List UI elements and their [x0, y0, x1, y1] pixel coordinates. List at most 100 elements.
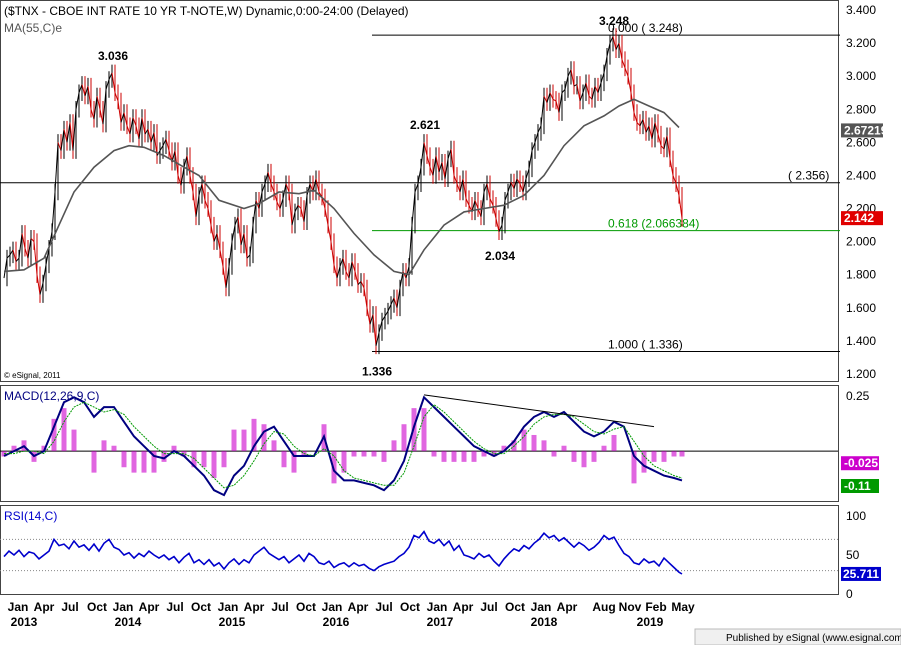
price-bar-connector [219, 249, 224, 267]
price-bar-connector [6, 254, 11, 259]
price-bar-connector [639, 118, 644, 127]
macd-last-value-label-hist: -0.025 [844, 456, 878, 470]
price-bar-connector [660, 145, 665, 150]
x-year-label: 2017 [427, 615, 454, 629]
price-bar-connector [9, 249, 14, 256]
price-bar-connector [258, 191, 263, 209]
rsi-y-tick-label: 0 [846, 587, 853, 601]
price-bar-connector [507, 181, 512, 193]
x-month-label: Jul [166, 600, 183, 614]
price-bar-connector [87, 86, 92, 110]
price-bar-connector [576, 84, 581, 102]
price-last-value-label-close: 2.142 [844, 211, 874, 225]
price-bar-connector [213, 233, 218, 242]
price-bar-connector [435, 155, 440, 173]
price-bar-connector [672, 175, 677, 184]
macd-last-value-box-macd [841, 479, 879, 493]
price-bar-connector [498, 224, 503, 232]
x-month-label: Apr [453, 600, 474, 614]
price-bar-connector [414, 183, 419, 193]
price-bar-connector [135, 125, 140, 140]
price-bar-connector [645, 125, 650, 133]
price-bar-connector [417, 167, 422, 184]
price-bar-connector [126, 125, 131, 135]
price-bar-connector [333, 264, 338, 279]
price-bar-connector [597, 82, 602, 93]
x-month-label: Jan [531, 600, 552, 614]
price-bar-connector [363, 287, 368, 308]
price-bar-connector [570, 69, 575, 87]
price-bar-connector [63, 129, 68, 143]
price-bar-connector [624, 67, 629, 77]
price-bar-connector [573, 84, 578, 87]
price-bar-connector [438, 162, 443, 173]
price-bar-connector [588, 95, 593, 100]
price-y-axis: 1.2001.4001.6001.8002.0002.2002.4002.600… [846, 3, 876, 381]
price-bar-connector [93, 95, 98, 120]
chart-title: ($TNX - CBOE INT RATE 10 YR T-NOTE,W) Dy… [4, 4, 409, 18]
price-bar-connector [33, 241, 38, 275]
price-bar-connector [303, 195, 308, 222]
price-bar-connector [390, 297, 395, 305]
price-bar-connector [162, 138, 167, 146]
price-bar-connector [555, 100, 560, 113]
price-bar-connector [30, 237, 35, 242]
price-bar-connector [18, 233, 23, 259]
price-bar-connector [201, 183, 206, 201]
x-month-label: Jul [271, 600, 288, 614]
price-bar-connector [354, 271, 359, 285]
footer-published-by: Published by eSignal (www.esignal.com) [726, 633, 901, 644]
price-bar-connector [525, 168, 530, 179]
price-bar-connector [399, 271, 404, 289]
price-bar-connector [36, 274, 41, 295]
price-bar-connector [54, 142, 59, 193]
price-bar-connector [249, 225, 254, 255]
x-month-label: Jul [375, 600, 392, 614]
price-bar-connector [204, 200, 209, 209]
price-bar-connector [177, 175, 182, 186]
macd-label: MACD(12,26,9,C) [4, 389, 99, 403]
price-bar-connector [195, 195, 200, 217]
x-month-label: Jan [322, 600, 343, 614]
copyright-label: © eSignal, 2011 [4, 371, 61, 380]
price-bar-connector [225, 266, 230, 289]
price-bar-connector [615, 42, 620, 50]
x-month-label: Apr [139, 600, 160, 614]
price-bar-connector [96, 95, 101, 110]
fib-level-label-fib618: 0.618 (2.066384) [608, 217, 699, 231]
price-bar-connector [420, 142, 425, 168]
x-year-label: 2019 [637, 615, 664, 629]
price-bar-connector [366, 307, 371, 325]
price-bar-connector [189, 175, 194, 193]
ma-indicator-label: MA(55,C)e [4, 21, 62, 35]
price-bar-connector [456, 183, 461, 193]
price-y-tick-label: 1.600 [846, 301, 876, 315]
price-bar-connector [537, 125, 542, 133]
macd-last-value-label-macd: -0.11 [844, 479, 871, 493]
price-bar-connector [441, 162, 446, 179]
fib-level-label-fib2356: ( 2.356) [788, 169, 829, 183]
price-bar-connector [618, 43, 623, 60]
price-bar-connector [66, 122, 71, 143]
price-bar-connector [339, 258, 344, 267]
price-bar-connector [141, 117, 146, 135]
price-bar-connector [351, 261, 356, 272]
price-bar-connector [432, 155, 437, 176]
price-bar-connector [405, 266, 410, 279]
price-bar-connector [207, 208, 212, 226]
price-y-tick-label: 1.800 [846, 268, 876, 282]
price-bar-connector [552, 98, 557, 102]
x-year-label: 2016 [323, 615, 350, 629]
price-bar-connector [276, 201, 281, 209]
fib-level-label-fib0: 0.000 ( 3.248) [608, 21, 683, 35]
price-bar-connector [606, 42, 611, 57]
x-month-label: Oct [400, 600, 420, 614]
price-bar-connector [147, 129, 152, 143]
x-year-label: 2014 [115, 615, 142, 629]
price-bar-connector [264, 172, 269, 184]
rsi-last-value-label: 25.711 [843, 567, 879, 581]
price-panel-frame [0, 0, 839, 382]
price-bar-connector [288, 191, 293, 226]
price-annotation-label: 3.248 [599, 14, 629, 28]
